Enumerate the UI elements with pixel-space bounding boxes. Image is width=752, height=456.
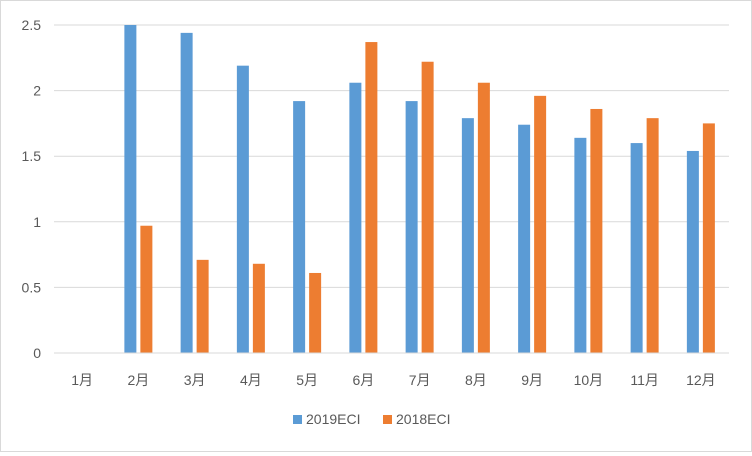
x-tick-label: 3月 (184, 372, 206, 388)
x-tick-label: 1月 (71, 372, 93, 388)
bar-2019ECI-2月 (124, 25, 137, 353)
bar-2019ECI-6月 (349, 82, 362, 353)
bar-2019ECI-9月 (518, 124, 531, 353)
bar-2018ECI-12月 (702, 123, 715, 354)
bar-2019ECI-8月 (461, 118, 474, 353)
x-tick-label: 11月 (630, 372, 659, 388)
bar-2018ECI-6月 (365, 42, 378, 353)
x-tick-label: 5月 (296, 372, 318, 388)
legend-swatch (293, 415, 302, 424)
bar-2019ECI-10月 (574, 137, 587, 353)
bar-2019ECI-3月 (180, 32, 193, 353)
bar-2018ECI-8月 (477, 82, 490, 353)
bar-2019ECI-11月 (630, 143, 643, 353)
x-tick-label: 2月 (127, 372, 149, 388)
y-tick-label: 2.5 (22, 17, 42, 33)
bar-2019ECI-5月 (293, 101, 306, 353)
y-tick-label: 1.5 (22, 148, 42, 164)
legend-label: 2018ECI (396, 411, 450, 427)
bar-2019ECI-7月 (405, 101, 418, 353)
bar-2018ECI-3月 (196, 259, 209, 353)
bar-2019ECI-12月 (686, 150, 699, 353)
legend: 2019ECI 2018ECI (293, 411, 450, 427)
bar-2018ECI-10月 (590, 108, 603, 353)
legend-swatch (383, 415, 392, 424)
bars (124, 25, 715, 354)
bar-2018ECI-2月 (140, 225, 153, 353)
legend-label: 2019ECI (306, 411, 360, 427)
x-tick-label: 4月 (240, 372, 262, 388)
y-tick-label: 1 (33, 214, 41, 230)
x-tick-label: 8月 (465, 372, 487, 388)
gridlines (54, 24, 729, 288)
y-tick-label: 2 (33, 83, 41, 99)
y-axis-ticks: 0 0.5 1 1.5 2 2.5 (22, 17, 42, 361)
bar-2018ECI-5月 (309, 272, 322, 353)
bar-2018ECI-4月 (252, 263, 265, 353)
x-tick-label: 10月 (574, 372, 604, 388)
bar-2018ECI-9月 (534, 95, 547, 354)
x-tick-label: 6月 (352, 372, 374, 388)
bar-2018ECI-7月 (421, 61, 434, 354)
y-tick-label: 0.5 (22, 279, 42, 295)
bar-2018ECI-11月 (646, 118, 659, 353)
x-axis-ticks: 1月 2月 3月 4月 5月 6月 7月 8月 9月 10月 11月 12月 (71, 372, 715, 388)
x-tick-label: 12月 (686, 372, 716, 388)
x-tick-label: 9月 (521, 372, 543, 388)
bar-2019ECI-4月 (236, 65, 249, 353)
y-tick-label: 0 (33, 345, 41, 361)
x-tick-label: 7月 (409, 372, 431, 388)
